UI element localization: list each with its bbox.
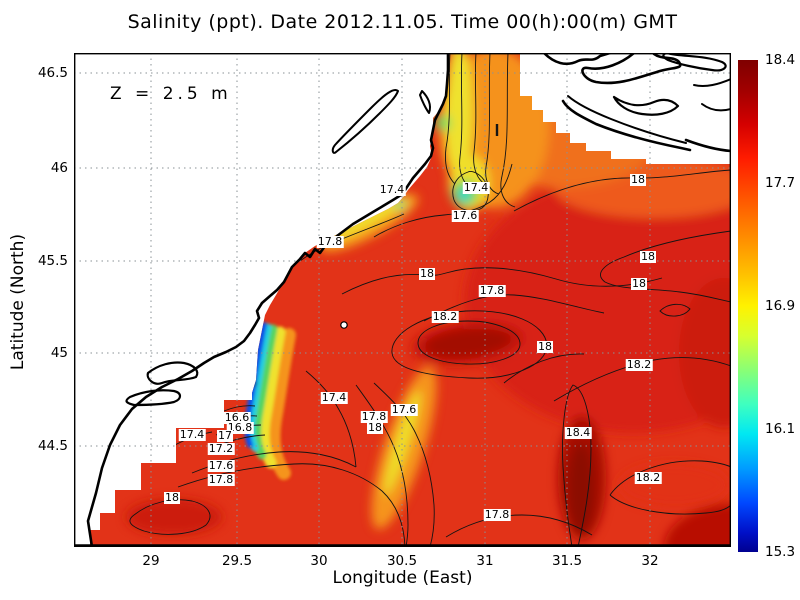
contour-label: 18.4 — [564, 426, 592, 439]
upper-shore-1 — [542, 53, 612, 66]
colorbar-tick-label: 18.4 — [765, 52, 796, 68]
y-tick-label: 45.5 — [37, 253, 68, 269]
contour-label: 17.8 — [207, 473, 235, 486]
coastline — [86, 53, 731, 547]
depth-annotation: Z = 2.5 m — [110, 84, 232, 104]
dniester-liman-lagoon — [331, 89, 399, 154]
contour-label: 17.8 — [316, 235, 344, 248]
station-marker — [340, 321, 348, 329]
y-tick-label: 46 — [50, 160, 68, 176]
plot-area: Z = 2.5 m 17.4 17.4 17.6 17.8 18 17.8 18 18 18 18… — [74, 53, 731, 547]
contour-label: 17 — [217, 429, 233, 442]
x-tick-label: 32 — [641, 553, 659, 569]
upper-shore-2 — [581, 53, 682, 85]
contour-label: 16.8 — [226, 421, 254, 434]
y-tick-label: 45 — [50, 345, 68, 361]
contour-label: 18.2 — [431, 310, 459, 323]
contour-label: 17.4 — [320, 391, 348, 404]
y-tick-label: 46.5 — [37, 65, 68, 81]
contour-label: 17.4 — [378, 183, 406, 196]
danube-delta-lagoon-2 — [125, 389, 182, 407]
x-tick-label: 30 — [310, 553, 328, 569]
x-tick-label: 31 — [476, 553, 494, 569]
contour-label: 18 — [537, 340, 553, 353]
contour-label: 17.6 — [390, 403, 418, 416]
colorbar-tick-label: 15.3 — [765, 544, 796, 560]
y-tick-label: 44.5 — [37, 438, 68, 454]
colorbar-tick-label: 17.7 — [765, 175, 796, 191]
contour-lines — [129, 53, 731, 547]
danube-delta-lagoon-1 — [146, 361, 199, 385]
contour-label: 17.4 — [178, 428, 206, 441]
colorbar — [738, 60, 758, 552]
tendra-spit-outer — [561, 99, 692, 152]
right-edge-shore — [693, 78, 731, 112]
contour-label: 18 — [367, 421, 383, 434]
tendra-spit-inner — [567, 95, 687, 144]
x-tick-label: 29.5 — [221, 553, 253, 569]
crimea-shore — [684, 138, 731, 153]
contour-label: 17.8 — [360, 410, 388, 423]
colorbar-tick-label: 16.9 — [765, 298, 796, 314]
contour-label: 17.8 — [483, 508, 511, 521]
map-canvas — [74, 53, 731, 547]
contour-label: 16.6 — [223, 411, 251, 424]
contour-label: 17.2 — [207, 442, 235, 455]
contour-label: 17.4 — [462, 181, 490, 194]
contour-label: 18 — [164, 491, 180, 504]
x-tick-label: 30.5 — [386, 553, 418, 569]
colorbar-tick-label: 16.1 — [765, 421, 796, 437]
west-coastline — [86, 53, 450, 547]
contour-label: 18 — [630, 173, 646, 186]
x-axis-label: Longitude (East) — [332, 568, 473, 588]
x-tick-label: 29 — [142, 553, 160, 569]
contour-label: 18 — [631, 277, 647, 290]
contour-label: 18.2 — [634, 471, 662, 484]
estuary-spur — [419, 90, 432, 114]
x-tick-label: 31.5 — [551, 553, 583, 569]
contour-label: 18 — [419, 267, 435, 280]
figure-title: Salinity (ppt). Date 2012.11.05. Time 00… — [127, 11, 678, 33]
contour-label: 18.2 — [625, 358, 653, 371]
upper-shore-islet — [662, 53, 727, 72]
bay-hook — [612, 95, 680, 116]
y-axis-label: Latitude (North) — [8, 233, 28, 371]
contour-label: 18 — [640, 250, 656, 263]
contour-label: 17.6 — [207, 459, 235, 472]
contour-label: 17.6 — [451, 209, 479, 222]
contour-label: 17.8 — [478, 284, 506, 297]
